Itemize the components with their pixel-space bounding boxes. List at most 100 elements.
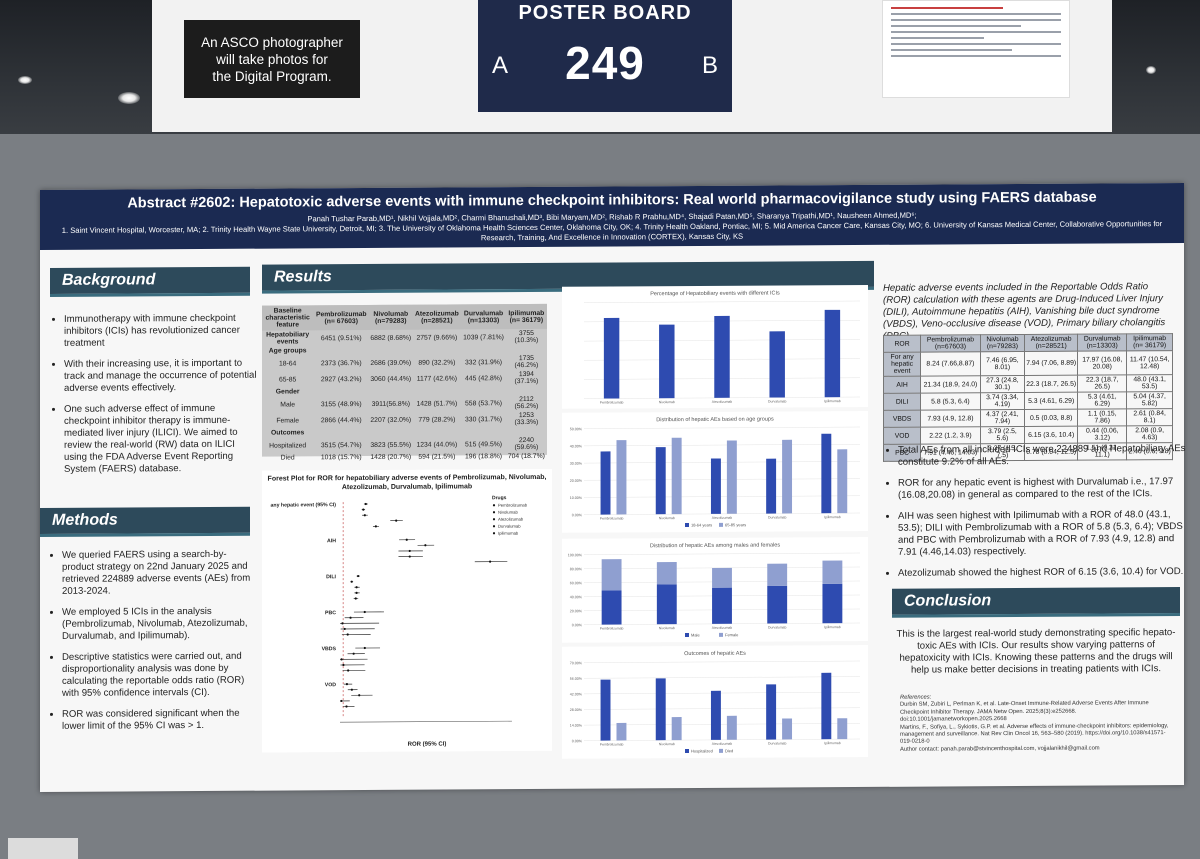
bar (821, 433, 832, 514)
bar (714, 315, 730, 398)
y-tick-label: 50.00% (570, 427, 583, 431)
baseline-row: 65-85 2927 (43.2%) 3060 (44.4%) 1177 (42.6%… (262, 370, 547, 388)
background-bullets: Immunotherapy with immune checkpoint inh… (46, 313, 260, 485)
schedule-line (891, 25, 1022, 27)
gridline (584, 676, 860, 679)
schedule-line (891, 43, 1061, 45)
x-tick-label: Atezolizumab (712, 516, 732, 520)
gridline (584, 512, 860, 515)
baseline-cell (313, 346, 369, 355)
baseline-cell: 3823 (55.5%) (370, 441, 412, 449)
photographer-notice-text: An ASCO photographer will take photos fo… (201, 34, 343, 84)
baseline-row: Hepatobiliary events 6451 (9.51%) 6882 (8.… (262, 329, 547, 347)
baseline-cell: 1177 (42.6%) (416, 374, 458, 383)
baseline-cell (313, 387, 369, 396)
methods-bullet: We queried FAERS using a search-by-produ… (62, 549, 258, 598)
forest-background (262, 468, 552, 753)
bar (726, 715, 737, 740)
gridline (584, 443, 860, 447)
gridline (584, 552, 860, 555)
forest-point (342, 663, 345, 667)
ror-cell: 7.94 (7.06, 8.89) (1024, 351, 1078, 376)
bar (655, 447, 666, 515)
forest-group-label: AIH (327, 538, 336, 544)
baseline-row-label: 18-64 (278, 359, 297, 368)
forest-group-label: VBDS (322, 646, 337, 652)
baseline-header-cell: Atezolizumab (n=28521) (412, 304, 462, 330)
bar (821, 672, 832, 740)
author-contact: Author contact: panah.parab@stvincenthos… (900, 745, 1100, 753)
baseline-cell (461, 427, 505, 436)
y-tick-label: 40.00% (570, 595, 583, 599)
legend-label: Hospitalized (691, 748, 713, 753)
x-tick-label: Ipilimumab (824, 399, 841, 403)
bar (712, 567, 732, 588)
forest-point (357, 574, 360, 578)
methods-bullet: Descriptive statistics were carried out,… (62, 651, 258, 700)
ror-cell: 2.61 (0.84, 8.1) (1126, 408, 1173, 426)
baseline-cell: 2686 (39.0%) (370, 359, 412, 367)
baseline-cell: 445 (42.8%) (465, 374, 503, 382)
forest-legend-marker (492, 532, 496, 535)
bar (822, 560, 843, 584)
gridline (584, 495, 860, 498)
poster: Abstract #2602: Hepatotoxic adverse even… (40, 183, 1185, 793)
baseline-table: Baseline characteristic feature Pembroli… (262, 303, 547, 462)
bar (712, 587, 732, 624)
ror-cell: 3.79 (2.5, 5.6) (980, 426, 1025, 444)
baseline-cell (506, 345, 547, 354)
forest-point (355, 591, 358, 594)
ror-bullet: Atezolizumab showed the highest ROR of 6… (898, 566, 1188, 580)
reference-item: Durbin SM, Zubiri L, Perlman K, et al. L… (900, 700, 1149, 723)
baseline-row: Female 2866 (44.4%) 2207 (32.0%) 779 (28.2%… (262, 411, 547, 429)
reference-item: Martins, F., Sofiya, L., Sykiotis, G.P. … (900, 722, 1169, 746)
x-tick-label: Pembrolizumab (600, 742, 624, 746)
legend-label: 65-85 years (725, 522, 746, 527)
forest-point (355, 586, 358, 589)
ror-bullet: AIH was seen highest with Ipilimumab wit… (898, 509, 1188, 559)
bar (769, 331, 785, 398)
baseline-cell: 1428 (51.7%) (416, 399, 458, 408)
ror-cell: 0.5 (0.03, 8.8) (1024, 409, 1078, 427)
forest-legend-marker (492, 518, 496, 521)
bar (601, 559, 622, 591)
forest-point (489, 560, 492, 563)
baseline-cell: 6882 (8.68%) (370, 334, 412, 342)
section-rule (892, 613, 1180, 618)
baseline-cell: 515 (49.5%) (465, 440, 503, 448)
forest-legend-marker (492, 525, 496, 528)
forest-point (352, 652, 355, 655)
baseline-row-label: Hepatobiliary events (266, 331, 310, 346)
bar (767, 585, 788, 624)
ceiling-light (18, 76, 32, 84)
gridline (584, 478, 860, 481)
bar (616, 440, 627, 515)
forest-point (363, 610, 366, 614)
x-tick-label: Durvalumab (768, 625, 786, 629)
baseline-cell (506, 386, 547, 395)
y-tick-label: 20.00% (570, 479, 583, 483)
gridline (584, 723, 860, 726)
baseline-cell: 6451 (9.51%) (320, 334, 362, 342)
bar-chart-gender: Distribution of hepatic AEs among males … (562, 536, 868, 643)
ror-header-row: ROR Pembrolizumab (n=67603) Nivolumab (n… (883, 333, 1173, 353)
baseline-cell: 1039 (7.81%) (463, 333, 504, 341)
baseline-cell (412, 386, 461, 395)
ror-cell: 2.22 (1.2, 3.9) (920, 426, 981, 445)
baseline-cell (369, 346, 412, 355)
background-bullet: With their increasing use, it is importa… (64, 358, 260, 395)
ceiling-light (118, 92, 140, 104)
forest-point (347, 669, 350, 672)
chart-title: Percentage of Hepatobiliary events with … (650, 290, 780, 297)
baseline-row-label: Female (276, 416, 299, 425)
forest-point (395, 519, 398, 522)
conclusion-text: This is the largest real-world study dem… (896, 627, 1176, 676)
baseline-row-label: 65-85 (278, 375, 297, 384)
ror-cell: 7.93 (4.9, 12.8) (920, 409, 981, 428)
baseline-header-cell: Baseline characteristic feature (262, 305, 314, 331)
forest-title: Atezolizumab, Durvalumab, Ipilimumab (342, 483, 472, 491)
ror-row-label: DILI (883, 393, 921, 411)
baseline-header-cell: Nivolumab (n=79283) (369, 304, 413, 330)
baseline-row-label: Gender (275, 388, 300, 396)
bar (782, 439, 793, 514)
